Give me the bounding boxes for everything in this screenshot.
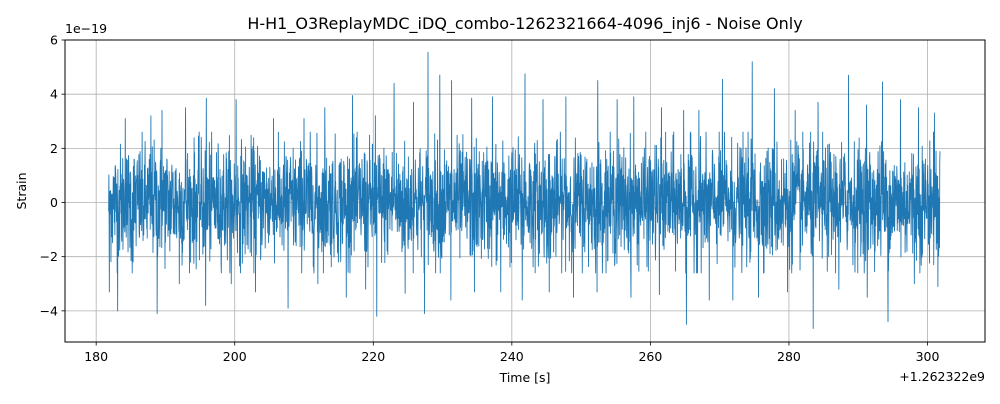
y-tick-label: 0	[50, 195, 58, 210]
x-axis: 180 200 220 240 260 280 300	[84, 342, 939, 364]
x-tick-label: 180	[84, 349, 108, 364]
x-tick-label: 240	[500, 349, 524, 364]
series-strain	[108, 51, 941, 329]
y-tick-label: 6	[50, 33, 58, 48]
y-tick-label: 2	[50, 141, 58, 156]
x-axis-offset: +1.262322e9	[899, 369, 985, 384]
y-tick-label: 4	[50, 87, 58, 102]
y-axis-label: Strain	[14, 172, 29, 209]
y-tick-label: −2	[40, 249, 58, 264]
x-tick-label: 200	[223, 349, 247, 364]
series-line	[108, 51, 941, 329]
y-tick-label: −4	[40, 303, 58, 318]
x-tick-label: 220	[361, 349, 385, 364]
x-tick-label: 260	[638, 349, 662, 364]
y-axis-multiplier: 1e−19	[65, 21, 107, 36]
chart-title: H-H1_O3ReplayMDC_iDQ_combo-1262321664-40…	[247, 14, 802, 34]
x-tick-label: 300	[916, 349, 940, 364]
plot-frame	[64, 39, 986, 343]
y-axis: −4 −2 0 2 4 6	[40, 33, 65, 318]
x-axis-label: Time [s]	[499, 370, 551, 385]
x-tick-label: 280	[777, 349, 801, 364]
